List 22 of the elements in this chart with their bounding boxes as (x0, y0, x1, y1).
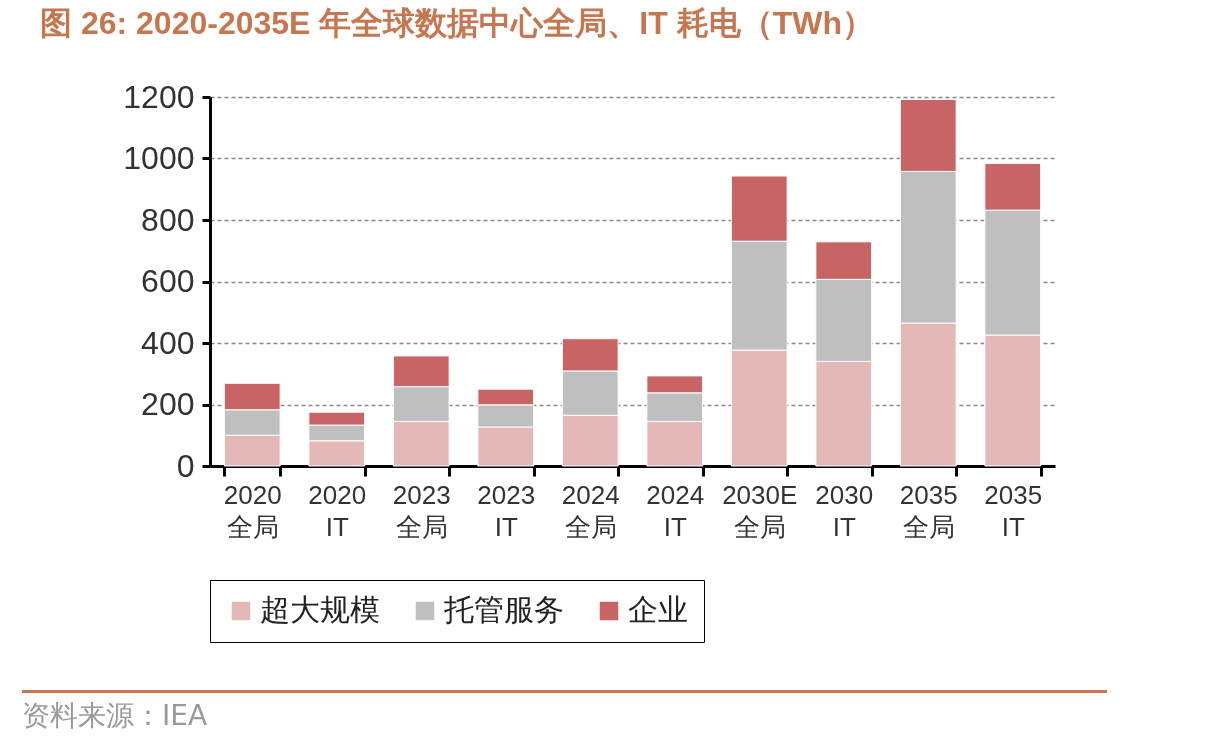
y-tick-label: 1200 (123, 78, 195, 115)
x-tick-label: 2024 IT (646, 479, 705, 542)
x-tick-label: 2030E 全局 (722, 479, 798, 542)
legend-label: 企业 (628, 593, 688, 626)
x-tick-label: 2035 全局 (899, 479, 958, 542)
x-tick-label: 2020 全局 (223, 479, 282, 542)
x-tick-label: 2024 全局 (561, 479, 620, 542)
legend-label: 超大规模 (260, 593, 380, 626)
legend-label: 托管服务 (443, 593, 564, 626)
y-tick-label: 0 (176, 447, 195, 484)
chart-title: 图 26: 2020-2035E 年全球数据中心全局、IT 耗电（TWh） (40, 5, 874, 41)
x-tick-label: 2023 全局 (392, 479, 451, 542)
text: 资料来源：IEA (22, 690, 1107, 735)
y-tick-label: 400 (141, 324, 195, 361)
x-tick-label: 2020 IT (308, 479, 367, 542)
x-tick-label: 2023 IT (477, 479, 536, 542)
x-tick-label: 2035 IT (984, 479, 1043, 542)
y-tick-label: 800 (141, 201, 195, 238)
y-tick-label: 1000 (123, 140, 195, 176)
y-tick-label: 200 (141, 386, 195, 422)
x-tick-label: 2030 IT (815, 479, 874, 542)
y-tick-label: 600 (141, 263, 195, 299)
